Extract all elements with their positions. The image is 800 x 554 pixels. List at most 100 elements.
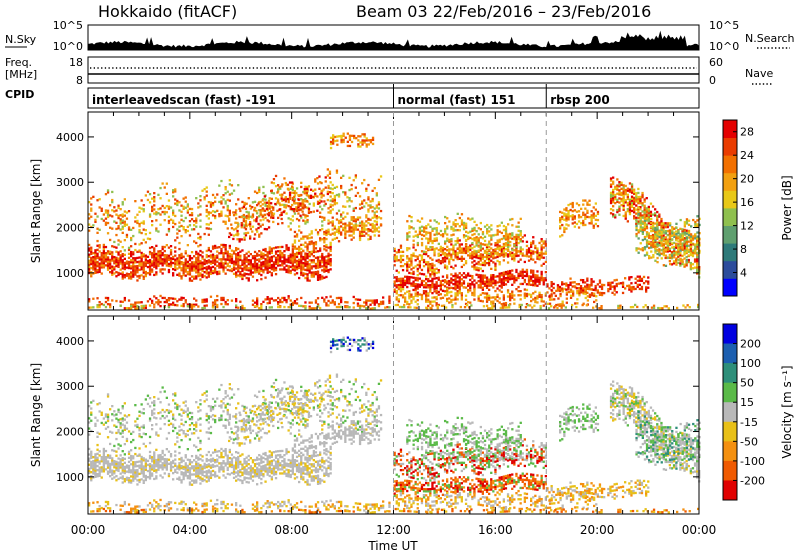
power-cell xyxy=(320,181,323,185)
power-cell xyxy=(460,213,464,216)
power-cell xyxy=(209,201,213,204)
power-cell xyxy=(274,252,278,255)
power-cell xyxy=(575,210,579,213)
power-cell xyxy=(151,301,154,304)
power-cell xyxy=(106,189,110,192)
power-cell xyxy=(279,214,282,217)
power-cell xyxy=(304,254,307,257)
power-cell xyxy=(155,259,158,262)
power-cell xyxy=(153,247,156,250)
power-cell xyxy=(477,286,480,289)
power-cell xyxy=(504,248,508,251)
power-cell xyxy=(251,255,255,258)
power-cell xyxy=(224,246,227,249)
power-cell xyxy=(228,183,231,186)
power-cell xyxy=(174,260,177,263)
power-cell xyxy=(309,188,313,191)
power-cell xyxy=(266,213,269,216)
power-cell xyxy=(477,250,480,253)
power-cell xyxy=(456,294,459,297)
power-cell xyxy=(327,256,330,259)
power-cell xyxy=(301,200,304,203)
power-cell xyxy=(142,275,145,278)
power-cell xyxy=(450,273,453,276)
power-cell xyxy=(467,284,470,287)
power-cell xyxy=(253,209,256,212)
power-cell xyxy=(414,289,417,292)
power-cell xyxy=(284,200,287,203)
power-cell xyxy=(340,186,343,190)
power-cell xyxy=(352,179,355,182)
power-cell xyxy=(425,296,428,299)
power-cell xyxy=(138,225,141,228)
power-cell xyxy=(504,283,508,286)
power-cell xyxy=(462,236,466,239)
power-cell xyxy=(586,211,589,214)
power-cell xyxy=(517,290,520,293)
power-cell xyxy=(304,260,307,263)
power-cell xyxy=(553,306,556,309)
power-cell xyxy=(435,302,438,305)
power-cell xyxy=(662,231,665,234)
power-cell xyxy=(159,250,162,253)
power-cell xyxy=(477,249,480,252)
power-cell xyxy=(592,214,595,217)
power-cell xyxy=(464,251,468,255)
power-cell xyxy=(115,227,118,231)
power-cell xyxy=(88,261,91,264)
power-cell xyxy=(298,247,301,250)
power-cell xyxy=(199,243,202,247)
power-cell xyxy=(224,262,227,265)
power-cell xyxy=(675,253,678,256)
power-cell xyxy=(109,250,112,253)
power-cell xyxy=(666,244,670,247)
power-cell xyxy=(319,255,322,258)
power-cell xyxy=(293,300,297,303)
power-cell xyxy=(669,222,672,225)
power-cell xyxy=(685,242,689,245)
power-cell xyxy=(683,231,686,234)
power-cell xyxy=(441,261,445,264)
power-cell xyxy=(117,243,120,246)
power-cell xyxy=(479,221,482,225)
power-cell xyxy=(235,255,238,258)
power-cell xyxy=(393,249,396,253)
power-cell xyxy=(494,248,497,251)
power-cell xyxy=(264,268,267,271)
power-cell xyxy=(106,209,110,212)
power-cell xyxy=(542,262,545,265)
power-cell xyxy=(172,221,175,224)
power-cell xyxy=(241,206,244,210)
power-cell xyxy=(304,252,307,255)
power-cell xyxy=(632,288,635,291)
power-cell xyxy=(498,254,501,258)
power-cell xyxy=(178,201,181,204)
power-cell xyxy=(327,228,330,231)
power-cell xyxy=(121,221,124,224)
power-cell xyxy=(616,184,619,187)
power-cell xyxy=(279,268,282,271)
power-cell xyxy=(358,236,362,240)
power-cell xyxy=(243,272,246,275)
power-cell xyxy=(310,271,313,274)
power-cell xyxy=(412,246,415,249)
power-cell xyxy=(293,245,297,248)
power-cell xyxy=(660,244,663,247)
power-cell xyxy=(563,228,566,231)
power-cell xyxy=(244,234,248,237)
power-cell xyxy=(186,209,189,212)
power-cell xyxy=(485,278,489,281)
power-cell xyxy=(178,258,181,261)
power-cell xyxy=(511,294,514,297)
power-cell xyxy=(109,258,112,262)
power-cell xyxy=(504,279,508,282)
power-cell xyxy=(218,213,221,216)
power-cell xyxy=(579,291,583,294)
power-cell xyxy=(530,271,533,274)
power-cell xyxy=(312,202,315,205)
power-cell xyxy=(222,243,225,247)
power-cell xyxy=(517,272,520,275)
power-cell xyxy=(111,299,114,302)
power-cell xyxy=(255,209,258,213)
power-cell xyxy=(429,265,432,268)
